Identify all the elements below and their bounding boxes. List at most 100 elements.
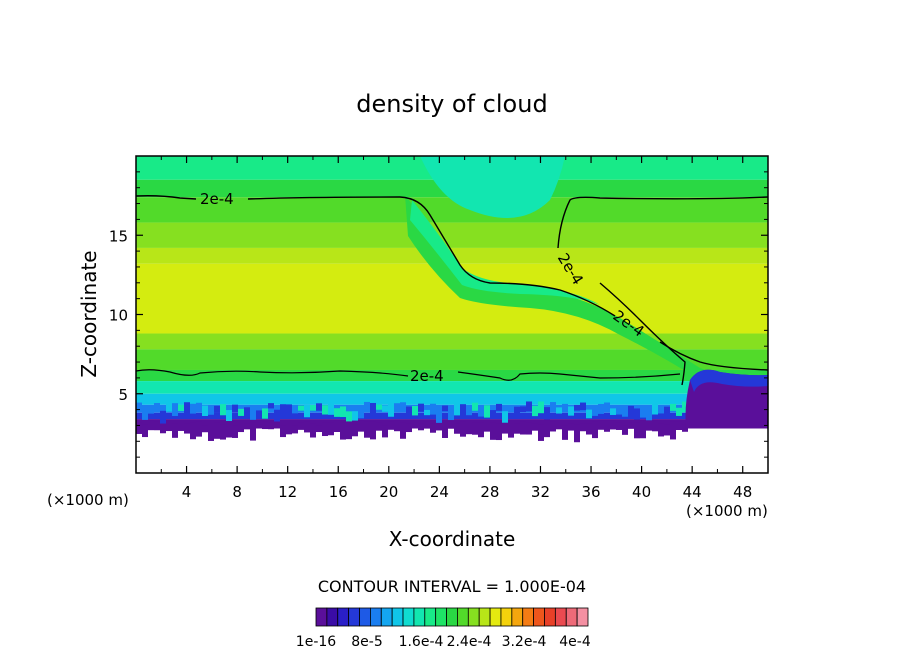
colorbar-swatch — [391, 607, 404, 627]
noise-cell — [436, 421, 442, 431]
noise-cell — [514, 406, 520, 417]
noise-cell — [268, 403, 274, 409]
noise-cell — [172, 403, 178, 417]
noise-cell — [412, 421, 418, 428]
contour-label: 2e-4 — [200, 190, 234, 208]
x-tick-label: 48 — [733, 483, 752, 501]
noise-cell — [424, 421, 430, 429]
noise-cell — [322, 422, 328, 437]
noise-cell — [574, 404, 580, 411]
noise-cell — [394, 403, 400, 411]
noise-cell — [160, 410, 166, 424]
noise-cell — [244, 423, 250, 430]
noise-cell — [160, 425, 166, 434]
colorbar-swatch — [489, 607, 502, 627]
colorbar-swatch — [446, 607, 458, 627]
noise-cell — [184, 402, 190, 415]
noise-cell — [304, 421, 310, 433]
noise-cell — [454, 423, 460, 434]
contour-line-lower — [136, 369, 681, 381]
colorbar-swatch — [326, 607, 339, 627]
colorbar-swatch — [544, 607, 556, 627]
noise-cell — [274, 409, 280, 422]
noise-cell — [352, 411, 358, 421]
noise-cell — [400, 422, 406, 439]
x-tick-label: 36 — [581, 483, 600, 501]
noise-cell — [640, 420, 646, 439]
colorbar-swatch — [500, 607, 513, 627]
noise-cell — [196, 421, 202, 437]
colorbar-label: 4e-4 — [559, 634, 591, 650]
noise-cell — [436, 410, 442, 423]
noise-cell — [448, 421, 454, 429]
noise-cell — [136, 402, 142, 410]
noise-cell — [364, 401, 370, 410]
noise-cell — [376, 404, 382, 410]
colorbar-swatch — [402, 607, 415, 627]
noise-cell — [538, 424, 544, 441]
colorbar-swatch — [467, 607, 480, 627]
noise-cell — [202, 405, 208, 417]
noise-cell — [142, 424, 148, 438]
noise-cell — [418, 423, 424, 431]
x-tick-label: 8 — [232, 483, 242, 501]
noise-cell — [664, 424, 670, 436]
colorbar-swatch — [380, 607, 393, 627]
noise-cell — [328, 422, 334, 436]
noise-cell — [334, 420, 340, 432]
noise-cell — [208, 405, 214, 415]
right-blue-edge — [690, 369, 768, 392]
noise-cell — [286, 404, 292, 416]
noise-cell — [562, 403, 568, 410]
noise-cell — [322, 405, 328, 415]
noise-cell — [340, 406, 346, 418]
noise-cell — [256, 420, 262, 429]
noise-cell — [196, 402, 202, 410]
noise-cell — [478, 406, 484, 417]
noise-cell — [526, 422, 532, 435]
noise-cell — [412, 405, 418, 416]
noise-cell — [634, 408, 640, 420]
noise-cell — [238, 421, 244, 433]
colorbar — [315, 607, 589, 627]
noise-cell — [490, 410, 496, 419]
x-tick-label: 20 — [379, 483, 398, 501]
x-unit-left: (×1000 m) — [47, 491, 129, 509]
colorbar-label: 8e-5 — [351, 634, 382, 650]
green-notch-inner — [410, 200, 600, 305]
noise-cell — [550, 402, 556, 413]
noise-cell — [154, 403, 160, 413]
colorbar-swatch — [565, 607, 578, 627]
contour-line-upper — [136, 195, 768, 371]
noise-cell — [358, 409, 364, 419]
noise-cell — [442, 405, 448, 412]
noise-cell — [538, 401, 544, 414]
noise-cell — [610, 408, 616, 415]
noise-cell — [166, 419, 172, 432]
noise-cell — [166, 403, 172, 412]
color-band — [136, 333, 768, 350]
noise-cell — [682, 424, 688, 432]
noise-cell — [280, 425, 286, 438]
noise-cell — [496, 403, 502, 411]
noise-cell — [592, 405, 598, 416]
x-tick-label: 32 — [531, 483, 550, 501]
noise-cell — [316, 403, 322, 411]
noise-cell — [388, 421, 394, 430]
x-tick-label: 44 — [683, 483, 702, 501]
noise-cell — [544, 407, 550, 420]
noise-cell — [244, 407, 250, 416]
noise-cell — [184, 423, 190, 434]
noise-cell — [424, 409, 430, 416]
noise-cell — [586, 409, 592, 419]
noise-cell — [220, 404, 226, 416]
noise-cell — [592, 421, 598, 439]
noise-cell — [502, 411, 508, 423]
color-band — [136, 369, 768, 382]
noise-cell — [298, 405, 304, 411]
noise-cell — [232, 425, 238, 438]
y-tick-label: 5 — [118, 386, 128, 404]
colorbar-swatch — [533, 607, 545, 627]
noise-cell — [178, 422, 184, 431]
colorbar-swatch — [337, 607, 350, 627]
